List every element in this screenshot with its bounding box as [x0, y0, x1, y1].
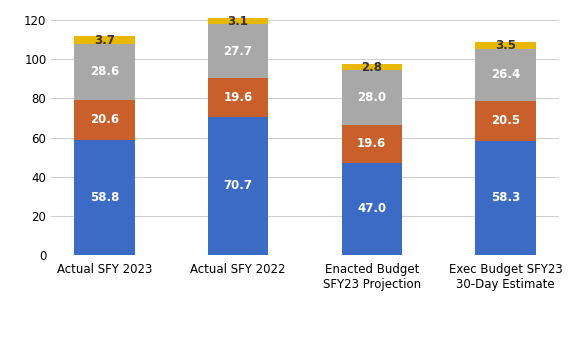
Bar: [341, 125, 402, 163]
Bar: [475, 49, 536, 101]
Bar: [475, 101, 536, 141]
Bar: [208, 117, 268, 255]
Text: 27.7: 27.7: [223, 45, 253, 58]
Bar: [74, 140, 135, 255]
Bar: [341, 65, 402, 70]
Text: 58.8: 58.8: [89, 191, 119, 204]
Bar: [208, 18, 268, 24]
Bar: [475, 42, 536, 49]
Text: 19.6: 19.6: [357, 137, 386, 150]
Text: 20.5: 20.5: [491, 114, 520, 127]
Text: 3.7: 3.7: [94, 34, 115, 46]
Bar: [208, 78, 268, 117]
Text: 26.4: 26.4: [491, 68, 520, 81]
Bar: [475, 141, 536, 255]
Text: 2.8: 2.8: [361, 61, 382, 74]
Text: 28.0: 28.0: [357, 91, 386, 104]
Text: 3.5: 3.5: [495, 39, 516, 52]
Bar: [341, 163, 402, 255]
Bar: [74, 36, 135, 44]
Text: 28.6: 28.6: [90, 65, 119, 78]
Text: 47.0: 47.0: [357, 202, 386, 215]
Bar: [74, 99, 135, 140]
Bar: [74, 44, 135, 99]
Text: 70.7: 70.7: [223, 179, 253, 192]
Text: 19.6: 19.6: [223, 91, 253, 104]
Bar: [341, 70, 402, 125]
Bar: [208, 24, 268, 78]
Text: 3.1: 3.1: [227, 15, 249, 28]
Text: 20.6: 20.6: [90, 113, 119, 126]
Text: 58.3: 58.3: [491, 191, 520, 204]
